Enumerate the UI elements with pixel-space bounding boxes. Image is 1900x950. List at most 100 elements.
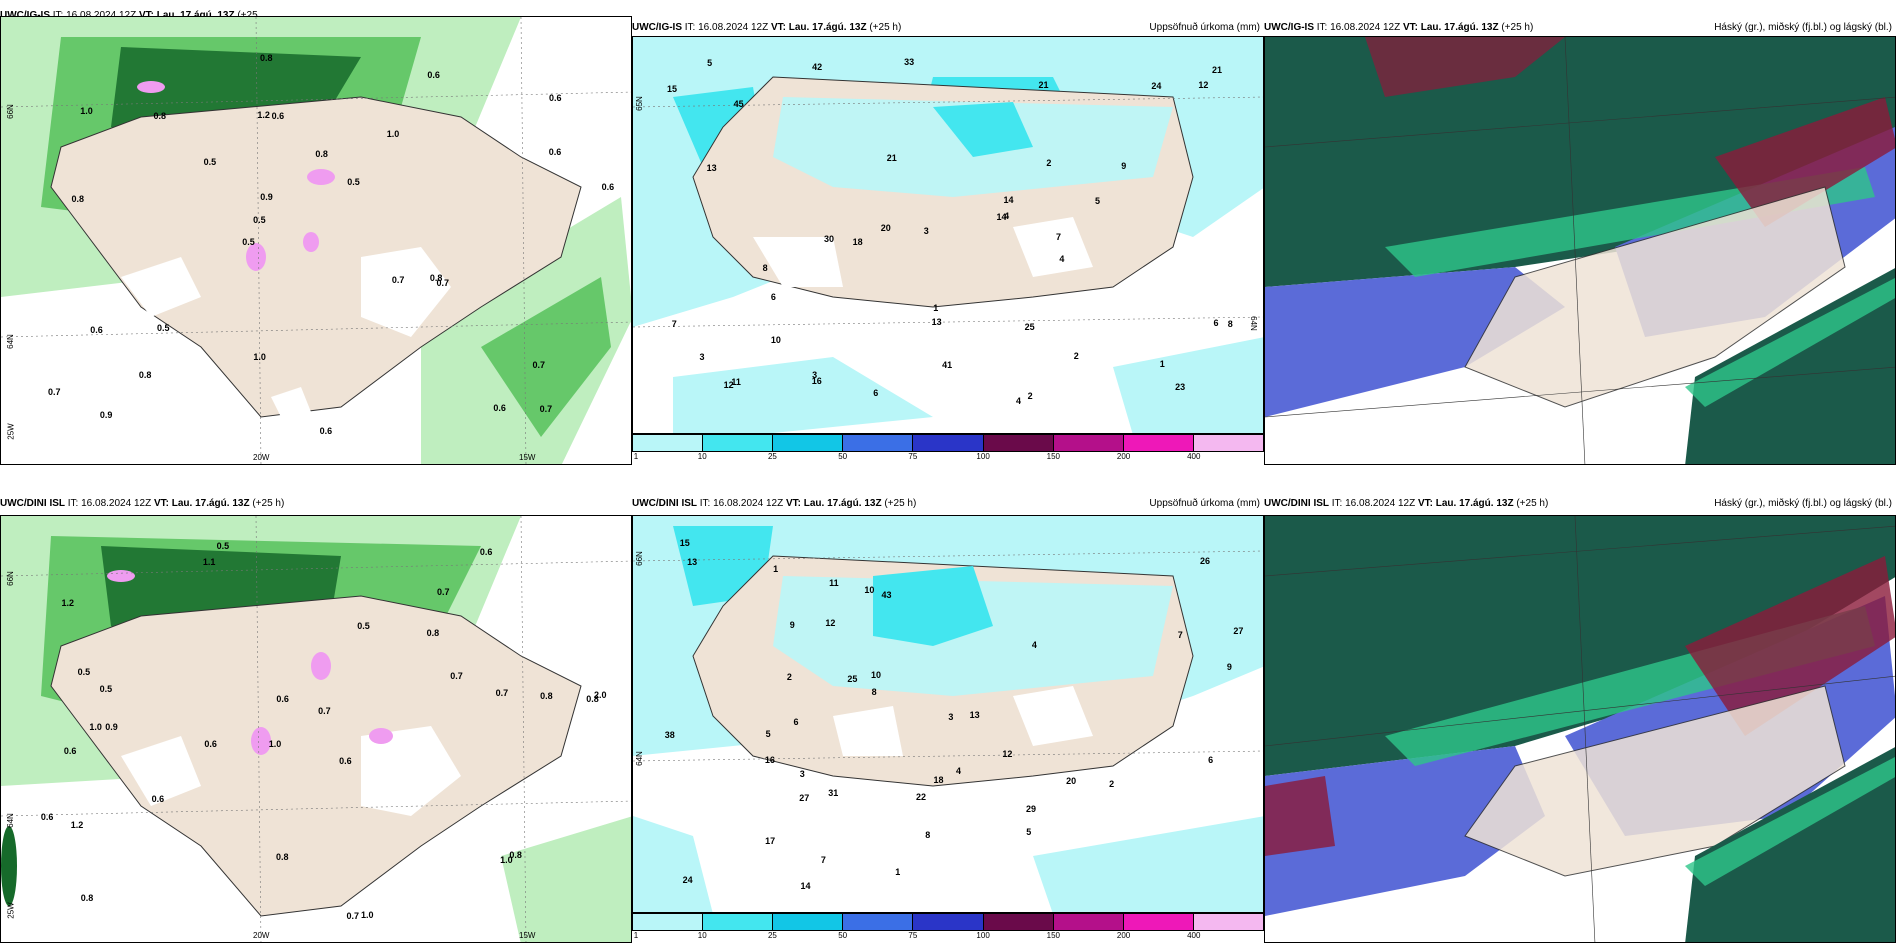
map-value-label: 13 [707, 163, 717, 173]
map-value-label: 0.7 [533, 360, 546, 370]
colorbar-tick: 100 [976, 452, 989, 461]
map-value-label: 7 [821, 855, 826, 865]
map-value-label: 2 [1074, 351, 1079, 361]
map-value-label: 9 [1227, 662, 1232, 672]
map-value-label: 10 [864, 585, 874, 595]
colorbar-tick: 10 [698, 931, 707, 940]
wind-map[interactable]: 0.7 0.8 0.6 0.5 1.0 0.9 1.2 0.8 0.6 0.5 0.7 0.8 0.6 0… [0, 16, 632, 465]
map-value-label: 9 [1121, 161, 1126, 171]
map-value-label: 22 [916, 792, 926, 802]
map-value-label: 24 [683, 875, 693, 885]
precip-panel-title: Uppsöfnuð úrkoma (mm) [1149, 496, 1260, 512]
colorbar-tick: 1 [634, 452, 638, 461]
lat-label-66n: 66N [635, 551, 644, 566]
map-value-label: 1 [895, 867, 900, 877]
map-value-label: 16 [812, 376, 822, 386]
map-value-label: 13 [687, 557, 697, 567]
map-value-label: 26 [1200, 556, 1210, 566]
map-value-label: 1.1 [203, 557, 216, 567]
lat-label-25w: 25W [7, 423, 16, 439]
colorbar-tick: 400 [1187, 931, 1200, 940]
lat-label-66n: 66N [6, 104, 15, 119]
colorbar-cell [773, 914, 843, 930]
map-value-label: 1.0 [500, 855, 513, 865]
map-value-label: 33 [904, 57, 914, 67]
colorbar-tick: 50 [838, 931, 847, 940]
colorbar-cell [633, 435, 703, 451]
map-value-label: 0.8 [260, 53, 273, 63]
map-value-label: 0.5 [253, 215, 266, 225]
colorbar-cell [984, 914, 1054, 930]
map-value-label: 0.6 [549, 93, 562, 103]
map-value-label: 20 [1066, 776, 1076, 786]
colorbar-tick: 50 [838, 452, 847, 461]
colorbar-cell [1194, 914, 1263, 930]
map-value-label: 16 [765, 755, 775, 765]
map-value-label: 21 [1039, 80, 1049, 90]
map-value-label: 2 [1028, 391, 1033, 401]
cloud-map[interactable] [1264, 36, 1896, 465]
precip-map[interactable]: 13 15 38 26 27 29 43 31 24 20 27 13 14 16 18 25 22 17 12 10… [632, 515, 1264, 913]
colorbar-cell [843, 435, 913, 451]
precip-map[interactable]: 6 4 3 2 42 45 30 23 33 21 24 41 20 13 21 14 13 16 18 15 25 21… [632, 36, 1264, 434]
lon-label-20w: 20W [253, 931, 269, 940]
cloud-panel-ig: UWC/IG-IS IT: 16.08.2024 12Z VT: Lau. 17… [1264, 0, 1900, 465]
colorbar-tick: 75 [908, 931, 917, 940]
map-value-label: 11 [829, 578, 839, 588]
map-value-label: 30 [824, 234, 834, 244]
map-value-label: 0.7 [540, 404, 553, 414]
map-value-label: 0.8 [540, 691, 553, 701]
wind-panel-header: UWC/DINI ISL IT: 16.08.2024 12Z VT: Lau.… [0, 496, 632, 512]
cloud-map[interactable] [1264, 515, 1896, 943]
map-value-label: 11 [731, 377, 741, 387]
precip-colorbar: 1 10 25 50 75 100 150 200 400 [632, 434, 1264, 462]
map-value-label: 0.8 [81, 893, 94, 903]
wind-map[interactable]: 0.5 0.7 0.8 1.0 0.6 0.9 1.2 0.8 0.6 0.5 0.7 0.8 1.1 0… [0, 515, 632, 943]
colorbar-tick: 100 [976, 931, 989, 940]
map-value-label: 3 [800, 769, 805, 779]
map-value-label: 0.5 [204, 157, 217, 167]
map-value-label: 0.6 [152, 794, 165, 804]
map-value-label: 1 [1160, 359, 1165, 369]
map-value-label: 10 [871, 670, 881, 680]
lat-label-64n: 64N [635, 751, 644, 766]
map-value-label: 7 [1056, 232, 1061, 242]
map-value-label: 6 [771, 292, 776, 302]
map-value-label: 5 [1095, 196, 1100, 206]
map-value-label: 24 [1151, 81, 1161, 91]
map-value-label: 23 [1175, 382, 1185, 392]
colorbar-tick: 200 [1117, 452, 1130, 461]
map-value-label: 6 [794, 717, 799, 727]
map-value-label: 1.0 [89, 722, 102, 732]
map-value-label: 0.9 [100, 410, 113, 420]
map-value-label: 31 [828, 788, 838, 798]
map-value-label: 25 [1025, 322, 1035, 332]
lon-label-15w: 15W [519, 453, 535, 462]
map-value-label: 0.6 [493, 403, 506, 413]
map-value-label: 27 [799, 793, 809, 803]
map-value-label: 8 [925, 830, 930, 840]
cloud-panel-header: UWC/DINI ISL IT: 16.08.2024 12Z VT: Lau.… [1264, 496, 1896, 512]
lat-label-65n: 65N [635, 96, 644, 111]
map-value-label: 45 [734, 99, 744, 109]
cloud-panel-dini: UWC/DINI ISL IT: 16.08.2024 12Z VT: Lau.… [1264, 485, 1900, 950]
lat-label-64n: 64N [6, 334, 15, 349]
map-value-label: 18 [853, 237, 863, 247]
colorbar-tick: 25 [768, 931, 777, 940]
lat-label-64n: 64N [1249, 316, 1258, 331]
colorbar-cell [1054, 435, 1124, 451]
lat-label-25w: 25W [7, 902, 16, 918]
map-value-label: 12 [825, 618, 835, 628]
map-value-label: 12 [1198, 80, 1208, 90]
map-value-label: 1.0 [269, 739, 282, 749]
colorbar-cell [773, 435, 843, 451]
colorbar-cell [703, 435, 773, 451]
map-value-label: 29 [1026, 804, 1036, 814]
map-value-label: 1.0 [80, 106, 93, 116]
precip-colorbar: 1 10 25 50 75 100 150 200 400 [632, 913, 1264, 941]
map-value-label: 0.7 [347, 911, 360, 921]
map-value-label: 15 [680, 538, 690, 548]
map-value-label: 9 [790, 620, 795, 630]
map-value-label: 7 [1178, 630, 1183, 640]
map-value-label: 0.6 [41, 812, 54, 822]
